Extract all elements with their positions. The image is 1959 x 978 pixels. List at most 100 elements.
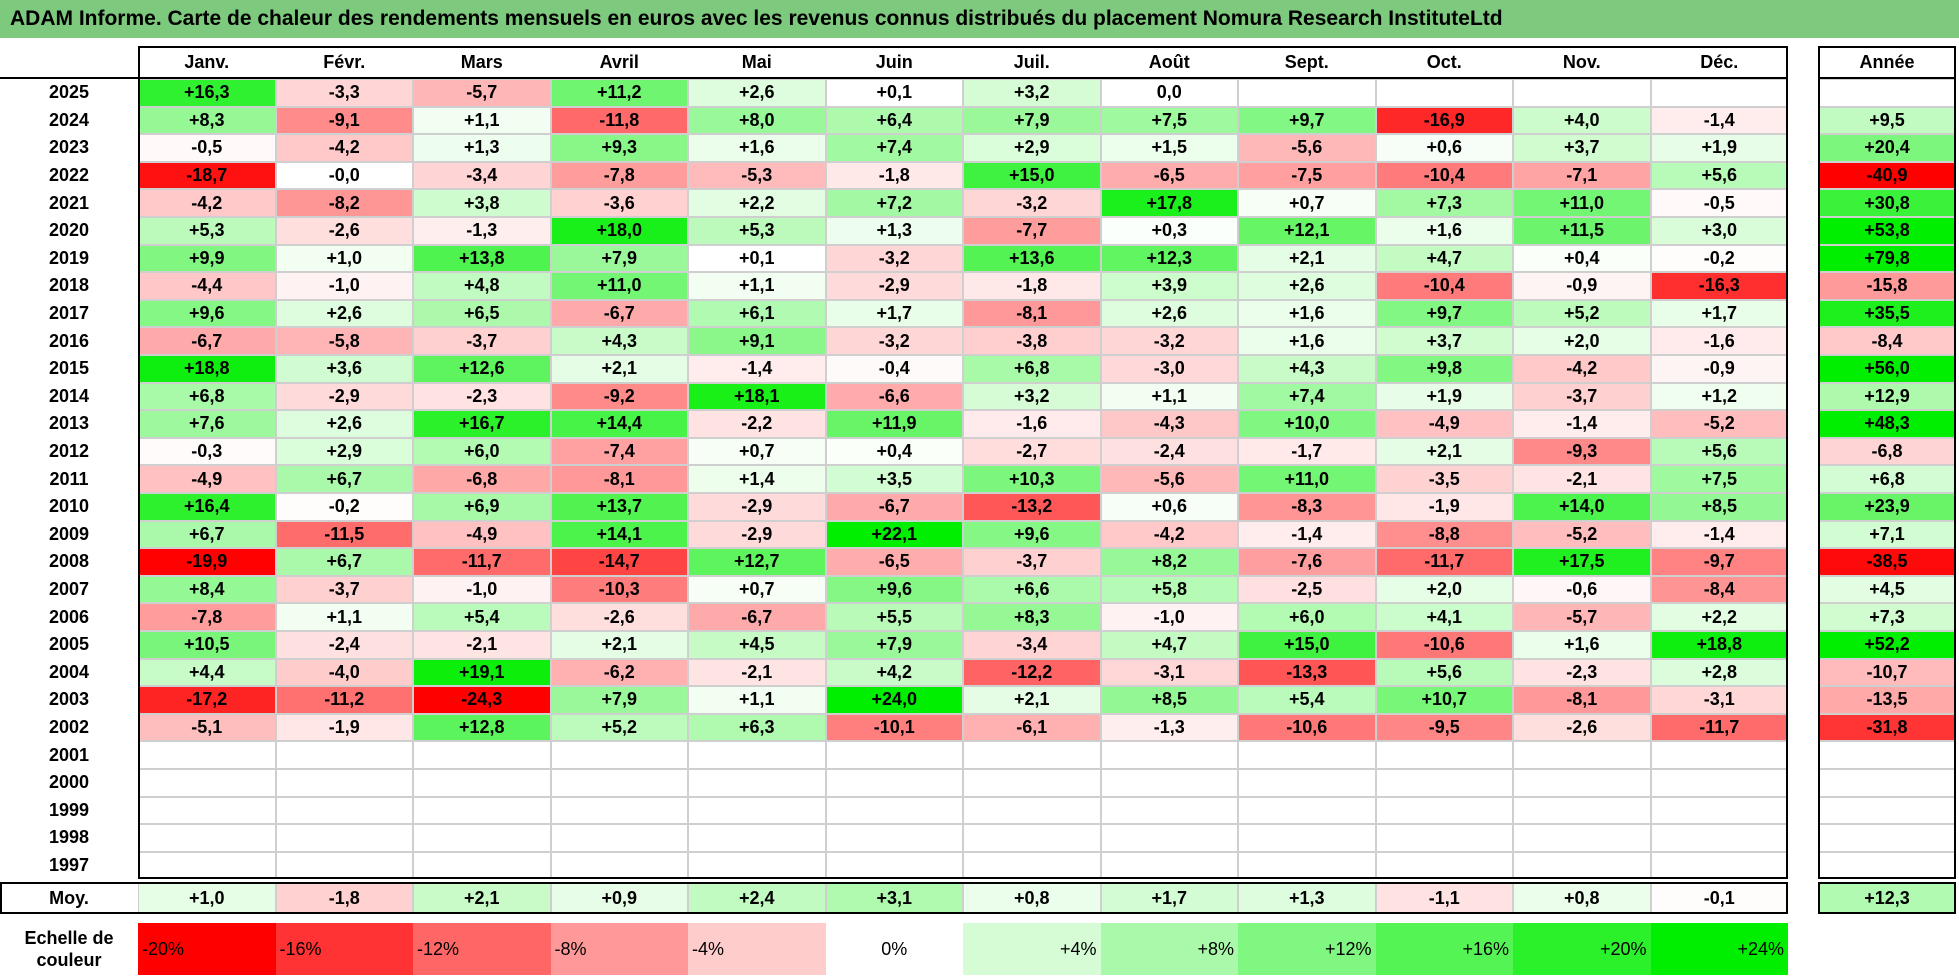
avg-cell: +0,8 xyxy=(1513,882,1651,915)
annual-cell: +20,4 xyxy=(1818,134,1956,162)
heatmap-cell: -4,2 xyxy=(1513,355,1651,383)
year-label: 2018 xyxy=(48,275,90,296)
month-header: Mars xyxy=(413,46,551,78)
heatmap-cell xyxy=(550,741,688,769)
heatmap-cell: -6,8 xyxy=(413,465,551,493)
heatmap-cell: -2,2 xyxy=(688,410,826,438)
heatmap-cell: +18,0 xyxy=(550,217,688,245)
heatmap-cell: +1,1 xyxy=(413,106,551,135)
heatmap-cell: -6,7 xyxy=(688,603,826,631)
scale-swatch: +20% xyxy=(1513,923,1651,975)
heatmap-cell: +11,5 xyxy=(1513,217,1651,245)
annual-cell: +56,0 xyxy=(1818,355,1956,383)
heatmap-cell xyxy=(688,796,826,825)
heatmap-cell xyxy=(138,851,276,880)
heatmap-cell: -1,0 xyxy=(413,575,551,604)
heatmap-cell: -2,9 xyxy=(825,272,963,300)
heatmap-cell: +1,1 xyxy=(275,603,413,631)
heatmap-cell xyxy=(688,741,826,769)
heatmap-cell xyxy=(1650,79,1788,107)
avg-cell: +2,1 xyxy=(413,882,551,915)
heatmap-cell: +3,6 xyxy=(275,355,413,383)
year-label: 2019 xyxy=(48,247,90,268)
heatmap-cell: -2,1 xyxy=(1513,465,1651,493)
heatmap-cell: +4,1 xyxy=(1375,603,1513,631)
month-header: Juin xyxy=(825,46,963,78)
heatmap-cell: -5,6 xyxy=(1238,134,1376,162)
heatmap-cell: -1,9 xyxy=(1375,493,1513,521)
year-label: 2017 xyxy=(48,303,90,324)
month-header: Août xyxy=(1100,46,1238,78)
scale-swatch: +12% xyxy=(1238,923,1376,975)
heatmap-cell: +7,4 xyxy=(825,134,963,162)
heatmap-cell: +6,1 xyxy=(688,299,826,328)
heatmap-cell: -3,7 xyxy=(275,575,413,604)
heatmap-cell: -7,6 xyxy=(1238,548,1376,576)
heatmap-cell: +0,4 xyxy=(1513,244,1651,273)
year-label: 2012 xyxy=(48,441,90,462)
heatmap-cell xyxy=(1375,79,1513,107)
heatmap-cell: -2,4 xyxy=(1100,437,1238,466)
heatmap-cell: +2,1 xyxy=(550,631,688,659)
heatmap-cell: -18,7 xyxy=(138,161,276,190)
heatmap-cell: -10,3 xyxy=(550,575,688,604)
heatmap-cell: -0,4 xyxy=(825,355,963,383)
heatmap-cell: +3,5 xyxy=(825,465,963,493)
heatmap-cell: +11,0 xyxy=(550,272,688,300)
heatmap-cell xyxy=(550,796,688,825)
heatmap-cell: -5,2 xyxy=(1650,410,1788,438)
heatmap-cell: -4,2 xyxy=(138,189,276,217)
heatmap-cell: +2,1 xyxy=(550,355,688,383)
scale-swatch: -12% xyxy=(413,923,551,975)
heatmap-cell: +13,7 xyxy=(550,493,688,521)
heatmap-cell: +0,1 xyxy=(688,244,826,273)
heatmap-cell: -13,3 xyxy=(1238,658,1376,687)
annual-cell: +30,8 xyxy=(1818,189,1956,217)
annual-cell xyxy=(1818,824,1956,852)
heatmap-cell: -1,9 xyxy=(275,713,413,742)
annual-header: Année xyxy=(1818,46,1956,78)
heatmap-cell: -17,2 xyxy=(138,686,276,714)
year-label: 2007 xyxy=(48,579,90,600)
heatmap-cell: -7,7 xyxy=(963,217,1101,245)
heatmap-cell: -3,2 xyxy=(825,244,963,273)
avg-cell: +3,1 xyxy=(825,882,963,915)
scale-swatch: +8% xyxy=(1100,923,1238,975)
heatmap-cell: -5,2 xyxy=(1513,520,1651,549)
heatmap-cell: +5,2 xyxy=(550,713,688,742)
heatmap-cell: +9,6 xyxy=(963,520,1101,549)
heatmap-cell: -10,6 xyxy=(1375,631,1513,659)
heatmap-cell: +0,6 xyxy=(1100,493,1238,521)
heatmap-cell: +13,8 xyxy=(413,244,551,273)
heatmap-cell: +2,8 xyxy=(1650,658,1788,687)
heatmap-cell: -8,1 xyxy=(1513,686,1651,714)
heatmap-cell: +11,2 xyxy=(550,79,688,107)
heatmap-cell: -6,7 xyxy=(825,493,963,521)
annual-cell xyxy=(1818,741,1956,769)
year-label: 1998 xyxy=(48,827,90,848)
year-label: 1999 xyxy=(48,799,90,820)
heatmap-cell: +3,2 xyxy=(963,382,1101,411)
heatmap-cell: +2,6 xyxy=(688,79,826,107)
heatmap-cell: -16,9 xyxy=(1375,106,1513,135)
heatmap-cell: +2,9 xyxy=(963,134,1101,162)
heatmap-cell xyxy=(825,824,963,852)
annual-cell: -8,4 xyxy=(1818,327,1956,355)
annual-cell: +52,2 xyxy=(1818,631,1956,659)
heatmap-cell: -2,5 xyxy=(1238,575,1376,604)
heatmap-cell: -3,7 xyxy=(413,327,551,355)
heatmap-cell: +7,3 xyxy=(1375,189,1513,217)
heatmap-cell: -3,3 xyxy=(275,79,413,107)
heatmap-cell: +6,3 xyxy=(688,713,826,742)
heatmap-cell xyxy=(138,769,276,797)
heatmap-cell: -19,9 xyxy=(138,548,276,576)
heatmap-cell: +17,8 xyxy=(1100,189,1238,217)
heatmap-cell: -2,6 xyxy=(275,217,413,245)
heatmap-cell: -6,6 xyxy=(825,382,963,411)
heatmap-cell: +2,0 xyxy=(1513,327,1651,355)
heatmap-cell: -1,6 xyxy=(963,410,1101,438)
heatmap-cell: -3,2 xyxy=(963,189,1101,217)
scale-swatch: +4% xyxy=(963,923,1101,975)
heatmap-cell: -8,3 xyxy=(1238,493,1376,521)
